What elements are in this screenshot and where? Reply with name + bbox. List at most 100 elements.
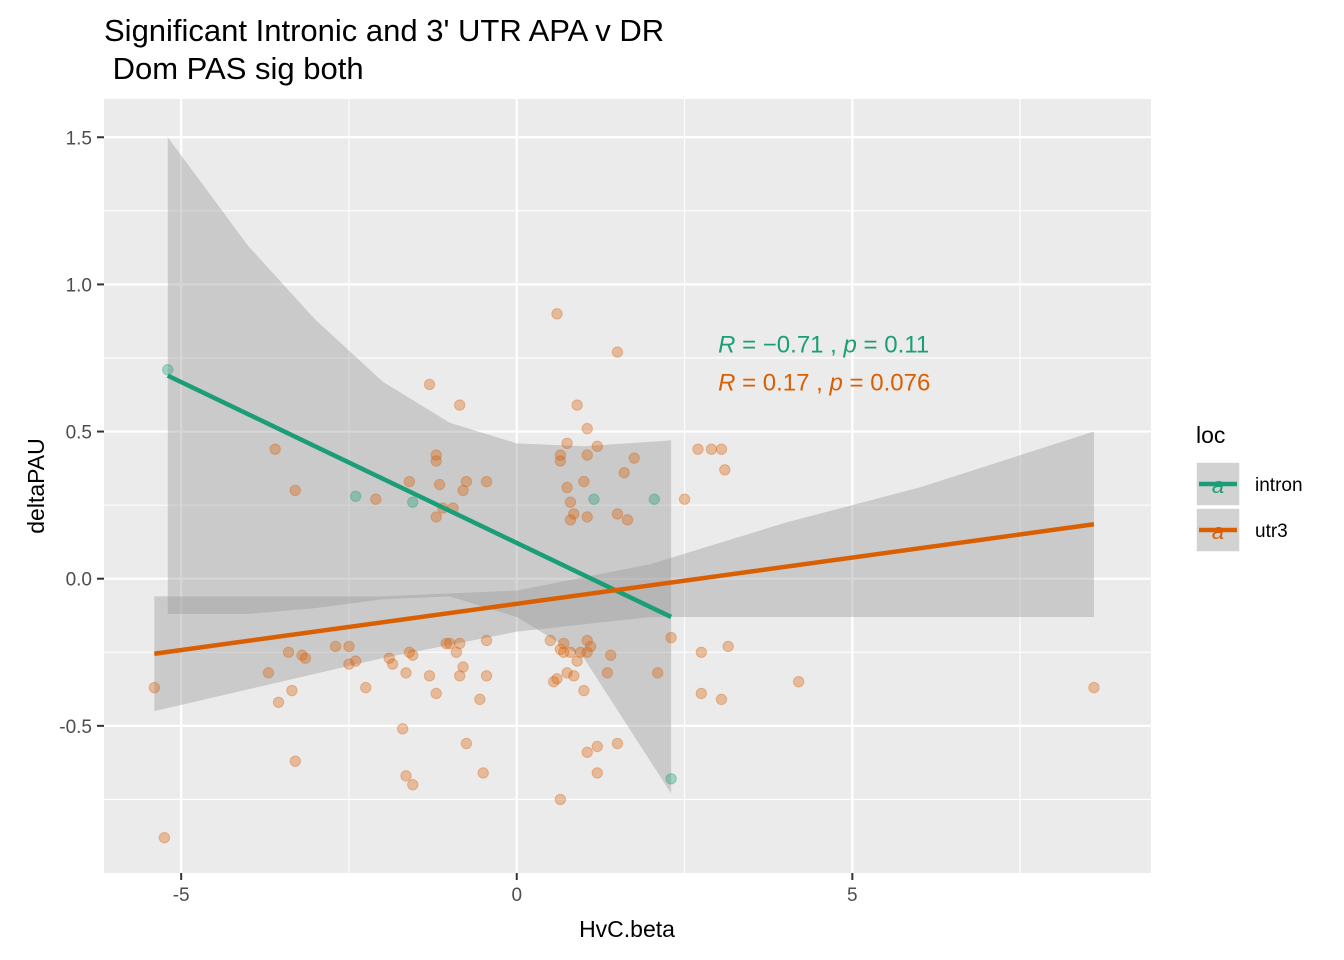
annotation-utr3: R = 0.17 , p = 0.076 — [718, 370, 930, 397]
point-utr3-51 — [547, 676, 560, 688]
point-utr3-8 — [289, 484, 301, 497]
point-utr3-24 — [407, 779, 419, 791]
annotation-intron: R = −0.71 , p = 0.11 — [718, 331, 929, 358]
point-utr3-47 — [480, 475, 493, 488]
point-utr3-73 — [581, 422, 593, 435]
grid-major — [104, 99, 1151, 873]
plot-panel — [104, 99, 1151, 873]
point-utr3-14 — [349, 655, 362, 667]
point-utr3-86 — [611, 508, 624, 520]
point-utr3-93 — [678, 493, 691, 505]
fit-line-utr3 — [154, 522, 1095, 656]
confidence-ribbons — [154, 137, 1094, 794]
legend-label-utr3: utr3 — [1255, 521, 1288, 542]
point-utr3-62 — [561, 437, 573, 450]
annotation-utr3-part-4: = 0.076 — [843, 370, 930, 397]
point-utr3-29 — [430, 455, 442, 467]
point-utr3-95 — [695, 646, 708, 658]
point-utr3-0 — [148, 681, 161, 694]
point-utr3-101 — [722, 640, 734, 653]
annotation-intron-part-1: = −0.71 — [735, 331, 823, 358]
point-utr3-74 — [581, 449, 593, 461]
point-utr3-38 — [454, 399, 466, 411]
fit-lines — [154, 373, 1095, 656]
point-utr3-84 — [605, 649, 617, 661]
point-utr3-65 — [564, 514, 577, 526]
point-intron-1 — [349, 490, 362, 503]
point-utr3-78 — [581, 746, 593, 759]
point-utr3-22 — [403, 646, 416, 658]
ribbon-utr3 — [154, 431, 1094, 712]
point-utr3-40 — [454, 637, 466, 650]
point-intron-3 — [588, 493, 600, 505]
fit-line-intron — [166, 373, 673, 619]
point-utr3-102 — [792, 676, 805, 688]
point-utr3-52 — [551, 673, 563, 685]
chart-subtitle: Dom PAS sig both — [104, 51, 364, 86]
point-utr3-31 — [430, 511, 442, 523]
annotation-utr3-part-3: p — [829, 370, 843, 397]
point-utr3-80 — [591, 440, 603, 452]
annotation-intron-part-0: R — [718, 331, 735, 358]
point-intron-0 — [162, 364, 174, 376]
point-utr3-57 — [554, 793, 567, 806]
point-utr3-99 — [715, 693, 728, 706]
y-tick-label-4: 1.5 — [66, 128, 92, 149]
point-utr3-103 — [1088, 681, 1100, 694]
point-utr3-68 — [571, 655, 583, 667]
point-utr3-70 — [574, 646, 587, 658]
point-utr3-15 — [360, 681, 372, 694]
point-utr3-45 — [474, 693, 486, 706]
point-utr3-1 — [158, 831, 171, 844]
point-utr3-11 — [329, 640, 342, 653]
point-utr3-26 — [423, 378, 436, 391]
point-utr3-75 — [581, 634, 593, 647]
y-tick-label-2: 0.5 — [66, 423, 92, 444]
point-utr3-21 — [400, 770, 412, 782]
grid-minor — [104, 99, 1151, 873]
point-utr3-20 — [400, 667, 412, 679]
point-utr3-61 — [561, 667, 573, 679]
point-utr3-23 — [407, 649, 419, 661]
chart-title: Significant Intronic and 3' UTR APA v DR — [104, 13, 664, 48]
annotation-intron-part-4: = 0.11 — [857, 331, 929, 358]
annotation-intron-part-2: , — [824, 331, 844, 358]
axes: -5 0 5 -0.5 0.0 0.5 1.0 1.5 — [59, 128, 857, 906]
ribbon-intron — [167, 137, 672, 794]
y-tick-label-3: 1.0 — [66, 275, 92, 296]
point-utr3-87 — [611, 737, 624, 750]
point-utr3-19 — [396, 723, 409, 735]
point-utr3-10 — [299, 652, 312, 664]
point-utr3-89 — [621, 514, 634, 526]
point-utr3-72 — [578, 475, 590, 488]
point-utr3-50 — [544, 634, 557, 647]
point-utr3-88 — [618, 467, 630, 479]
y-tick-label-0: -0.5 — [59, 717, 92, 738]
point-utr3-63 — [564, 496, 577, 508]
legend-title: loc — [1196, 422, 1225, 448]
point-utr3-69 — [571, 399, 583, 411]
point-utr3-35 — [443, 637, 456, 650]
legend-key-glyph-utr3: a — [1212, 519, 1224, 544]
point-utr3-5 — [282, 646, 295, 658]
point-utr3-41 — [457, 661, 469, 673]
point-utr3-71 — [578, 684, 590, 697]
point-utr3-44 — [460, 737, 473, 750]
point-utr3-6 — [286, 684, 298, 697]
point-utr3-77 — [581, 646, 593, 658]
y-axis-title: deltaPAU — [23, 438, 49, 533]
annotation-utr3-part-2: , — [810, 370, 830, 397]
x-tick-label-1: 0 — [511, 885, 522, 906]
point-utr3-56 — [554, 449, 567, 461]
point-utr3-60 — [561, 481, 573, 494]
point-utr3-13 — [343, 658, 355, 670]
annotation-utr3-part-1: = 0.17 — [735, 370, 809, 397]
point-utr3-18 — [386, 658, 399, 670]
point-utr3-28 — [430, 449, 442, 461]
point-utr3-37 — [450, 646, 463, 658]
point-utr3-39 — [454, 670, 466, 682]
point-utr3-97 — [705, 443, 718, 455]
point-utr3-4 — [272, 696, 285, 709]
point-utr3-32 — [433, 478, 446, 491]
